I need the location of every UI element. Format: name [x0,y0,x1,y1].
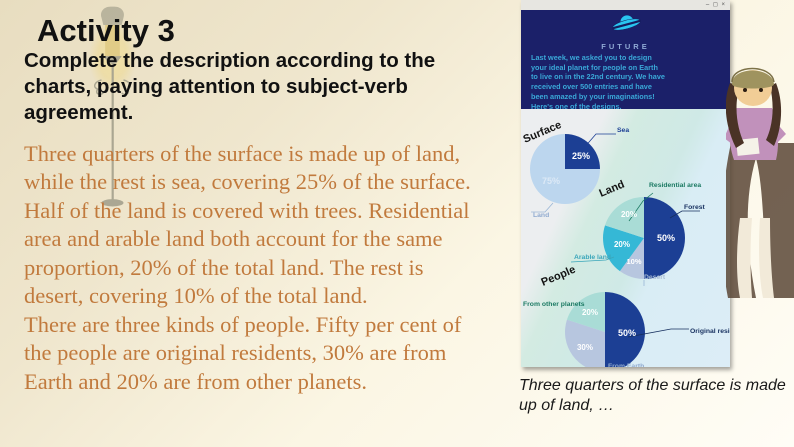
svg-text:Desert: Desert [644,274,666,281]
svg-text:25%: 25% [572,151,590,161]
svg-text:Residential area: Residential area [649,182,701,189]
svg-text:50%: 50% [657,233,675,243]
svg-text:20%: 20% [614,240,630,249]
svg-text:From other planets: From other planets [523,301,585,308]
svg-text:Arable land: Arable land [574,254,611,261]
svg-text:10%: 10% [626,257,641,266]
svg-text:20%: 20% [621,210,637,219]
svg-text:Sea: Sea [617,127,629,134]
svg-text:Original residents: Original residents [690,328,730,335]
svg-text:75%: 75% [542,176,560,186]
svg-text:From Earth: From Earth [608,363,644,367]
svg-text:People: People [539,264,577,289]
svg-text:20%: 20% [582,308,598,317]
svg-text:50%: 50% [618,328,636,338]
svg-text:Land: Land [533,212,549,219]
svg-text:Land: Land [597,178,626,199]
svg-text:Forest: Forest [684,204,706,211]
svg-text:30%: 30% [577,343,593,352]
